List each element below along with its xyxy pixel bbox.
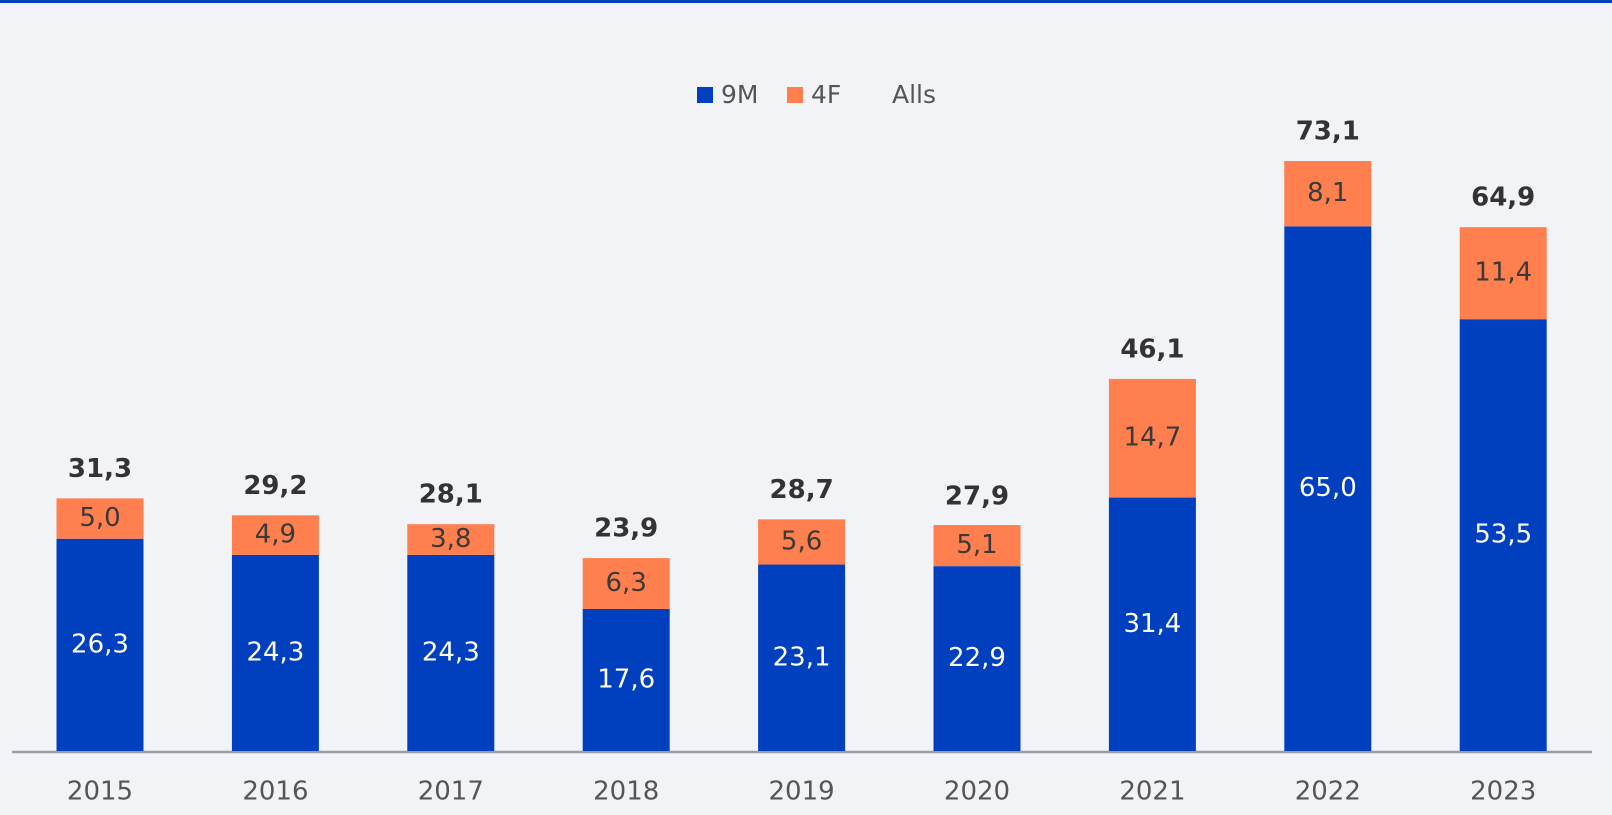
total-label: 29,2 bbox=[243, 471, 307, 501]
bar-segment bbox=[407, 554, 495, 751]
value-label: 23,1 bbox=[773, 642, 831, 672]
bar-segment bbox=[231, 554, 319, 751]
x-tick-label: 2019 bbox=[769, 777, 835, 807]
value-label: 17,6 bbox=[597, 664, 655, 694]
x-tick-label: 2017 bbox=[418, 777, 484, 807]
bar-segment bbox=[1459, 319, 1547, 751]
bar-segment bbox=[582, 608, 670, 751]
bar-segment bbox=[56, 538, 144, 751]
x-tick-label: 2016 bbox=[242, 777, 308, 807]
total-label: 73,1 bbox=[1296, 117, 1360, 147]
value-label: 6,3 bbox=[606, 568, 647, 598]
total-label: 28,1 bbox=[419, 480, 483, 510]
bar-segment bbox=[582, 558, 670, 609]
value-label: 31,4 bbox=[1123, 609, 1181, 639]
value-label: 8,1 bbox=[1307, 178, 1348, 208]
legend-label: 4F bbox=[811, 80, 841, 109]
bar-segment bbox=[1459, 227, 1547, 320]
bar-segment bbox=[758, 519, 846, 565]
value-label: 5,6 bbox=[781, 526, 822, 556]
legend-swatch bbox=[787, 87, 803, 103]
value-label: 65,0 bbox=[1299, 473, 1357, 503]
bar-segment bbox=[1284, 226, 1372, 751]
bar-segment bbox=[933, 525, 1021, 567]
bar-segment bbox=[758, 564, 846, 751]
total-label: 46,1 bbox=[1120, 334, 1184, 364]
value-label: 14,7 bbox=[1123, 423, 1181, 453]
bar-segment bbox=[1108, 497, 1196, 751]
bar-segment bbox=[56, 498, 144, 539]
x-tick-label: 2018 bbox=[593, 777, 659, 807]
bar-segment bbox=[933, 566, 1021, 751]
value-label: 24,3 bbox=[246, 637, 304, 667]
x-tick-label: 2022 bbox=[1295, 777, 1361, 807]
legend-label: Alls bbox=[892, 80, 936, 109]
total-label: 28,7 bbox=[770, 475, 834, 505]
bar-segment bbox=[1108, 378, 1196, 498]
bar-segment bbox=[1284, 161, 1372, 227]
value-label: 4,9 bbox=[255, 520, 296, 550]
value-label: 3,8 bbox=[430, 524, 471, 554]
bar-segment bbox=[231, 515, 319, 555]
value-label: 53,5 bbox=[1474, 520, 1532, 550]
x-tick-label: 2023 bbox=[1470, 777, 1536, 807]
value-label: 26,3 bbox=[71, 629, 129, 659]
value-label: 11,4 bbox=[1474, 258, 1532, 288]
value-label: 5,0 bbox=[79, 503, 120, 533]
top-rule bbox=[0, 0, 1612, 3]
legend-swatch bbox=[697, 87, 713, 103]
total-label: 27,9 bbox=[945, 481, 1009, 511]
x-tick-label: 2015 bbox=[67, 777, 133, 807]
total-label: 64,9 bbox=[1471, 183, 1535, 213]
total-label: 31,3 bbox=[68, 454, 132, 484]
value-label: 22,9 bbox=[948, 643, 1006, 673]
total-label: 23,9 bbox=[594, 514, 658, 544]
value-label: 5,1 bbox=[956, 530, 997, 560]
bar-segment bbox=[407, 524, 495, 555]
legend-label: 9M bbox=[721, 80, 758, 109]
x-tick-label: 2020 bbox=[944, 777, 1010, 807]
value-label: 24,3 bbox=[422, 637, 480, 667]
x-tick-label: 2021 bbox=[1119, 777, 1185, 807]
